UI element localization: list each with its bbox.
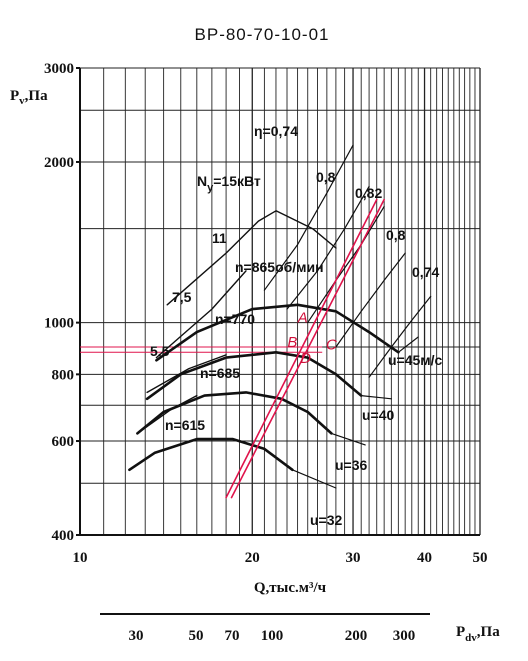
power-line <box>166 210 337 306</box>
network-line <box>225 198 378 499</box>
y-tick-label: 3000 <box>44 61 74 77</box>
tip-speed-label: u=40 <box>362 407 395 423</box>
secondary-tick-label: 30 <box>129 628 144 644</box>
operating-point-label: A <box>297 310 308 327</box>
efficiency-line-label: 0,74 <box>412 264 439 280</box>
speed-curve-label: n=685 <box>200 365 240 381</box>
tip-speed-label: u=36 <box>335 457 368 473</box>
secondary-tick-label: 100 <box>261 628 284 644</box>
secondary-tick-label: 300 <box>393 628 416 644</box>
speed-curve <box>136 391 333 435</box>
curve-layer <box>80 144 432 499</box>
secondary-tick-label: 200 <box>345 628 368 644</box>
x-tick-label: 30 <box>346 550 361 566</box>
secondary-tick-label: 70 <box>225 628 240 644</box>
efficiency-line-label: 0,82 <box>355 185 382 201</box>
x-tick-label: 20 <box>245 550 260 566</box>
x-tick-label: 50 <box>473 550 488 566</box>
y-tick-label: 800 <box>52 367 75 383</box>
secondary-tick-label: 50 <box>189 628 204 644</box>
y-tick-label: 600 <box>52 434 75 450</box>
tip-speed-label: u=45м/с <box>388 352 443 368</box>
tip-speed-line <box>360 395 392 400</box>
speed-curve <box>145 351 363 401</box>
network-line <box>230 198 385 499</box>
efficiency-line-label: 0,8 <box>316 169 336 185</box>
tip-speed-line <box>330 432 366 446</box>
efficiency-line <box>263 144 354 291</box>
tip-speed-line <box>291 469 337 489</box>
tip-speed-label: u=32 <box>310 512 343 528</box>
x-axis-label: Q,тыс.м³/ч <box>254 580 327 596</box>
grid-layer <box>76 67 481 615</box>
efficiency-line-label: η=0,74 <box>254 123 298 139</box>
power-line-label: Ny=15кВт <box>197 173 261 194</box>
efficiency-line <box>286 185 370 310</box>
power-line <box>146 354 227 394</box>
efficiency-line <box>368 295 432 378</box>
power-line <box>155 270 247 359</box>
speed-curve-label: n=770 <box>215 311 255 327</box>
y-tick-label: 2000 <box>44 155 74 171</box>
power-line-label: 7,5 <box>172 289 192 305</box>
efficiency-line-label: 0,8 <box>386 227 406 243</box>
secondary-axis-label: Pdv,Па <box>456 624 500 644</box>
efficiency-line <box>335 252 406 348</box>
chart-title: ВР-80-70-10-01 <box>195 25 330 44</box>
y-axis-label: Pv,Па <box>10 88 48 107</box>
power-line-label: 11 <box>212 230 227 246</box>
speed-curve <box>155 303 400 362</box>
speed-curve-label: n=865об/мин <box>235 259 324 275</box>
label-layer: 400 600 800 1000 2000 3000 10 20 30 40 50 Pv,Па Q,ты… <box>10 61 500 644</box>
operating-point-label: D <box>300 350 311 367</box>
operating-point-label: C <box>326 337 337 354</box>
tip-speed-line <box>397 336 419 353</box>
y-tick-label: 400 <box>52 528 75 544</box>
speed-curve <box>128 437 294 472</box>
x-tick-label: 40 <box>417 550 432 566</box>
operating-point-label: B <box>287 334 297 351</box>
y-tick-label: 1000 <box>44 316 74 332</box>
power-line-label: 5,5 <box>150 343 170 359</box>
efficiency-line <box>307 206 385 324</box>
x-tick-label: 10 <box>73 550 88 566</box>
speed-curve-label: n=615 <box>165 417 205 433</box>
